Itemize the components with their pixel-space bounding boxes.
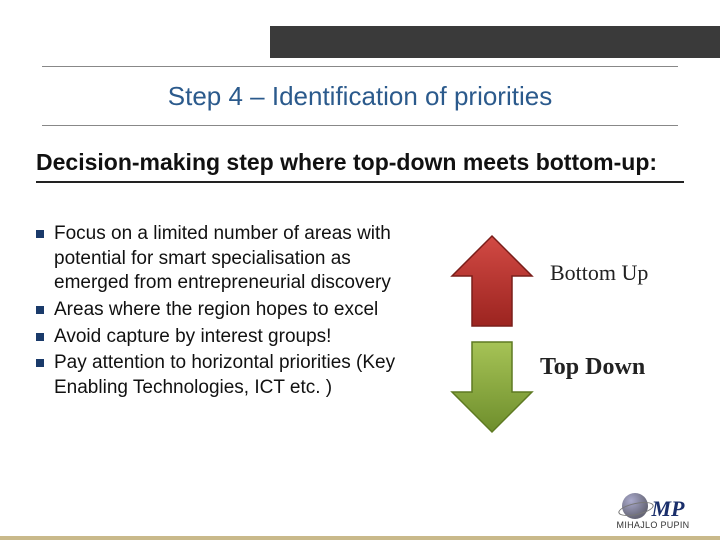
- list-item: Pay attention to horizontal priorities (…: [36, 351, 416, 400]
- logo-subtitle: MIHAJLO PUPIN: [617, 520, 690, 530]
- slide-title: Step 4 – Identification of priorities: [168, 81, 552, 112]
- arrows-diagram: Bottom Up Top Down: [430, 228, 700, 448]
- bullet-marker-icon: [36, 333, 44, 341]
- bullet-text: Avoid capture by interest groups!: [54, 325, 416, 350]
- arrow-down-icon: [446, 336, 538, 436]
- bullet-text: Pay attention to horizontal priorities (…: [54, 351, 416, 400]
- subtitle: Decision-making step where top-down meet…: [36, 148, 684, 183]
- logo-mp-text: MP: [652, 499, 685, 519]
- top-down-label: Top Down: [540, 354, 645, 381]
- bullet-list: Focus on a limited number of areas with …: [36, 222, 416, 403]
- footer-logo: MP MIHAJLO PUPIN: [598, 482, 708, 530]
- bullet-marker-icon: [36, 359, 44, 367]
- arrow-up-icon: [446, 232, 538, 332]
- bullet-marker-icon: [36, 230, 44, 238]
- globe-icon: [622, 493, 648, 519]
- list-item: Areas where the region hopes to excel: [36, 298, 416, 323]
- bullet-marker-icon: [36, 306, 44, 314]
- bullet-text: Focus on a limited number of areas with …: [54, 222, 416, 296]
- bottom-accent-bar: [0, 536, 720, 540]
- header-dark-bar: [270, 26, 720, 58]
- bullet-text: Areas where the region hopes to excel: [54, 298, 416, 323]
- bottom-up-label: Bottom Up: [550, 260, 648, 286]
- title-box: Step 4 – Identification of priorities: [42, 66, 678, 126]
- logo-top-row: MP: [622, 493, 685, 519]
- list-item: Focus on a limited number of areas with …: [36, 222, 416, 296]
- list-item: Avoid capture by interest groups!: [36, 325, 416, 350]
